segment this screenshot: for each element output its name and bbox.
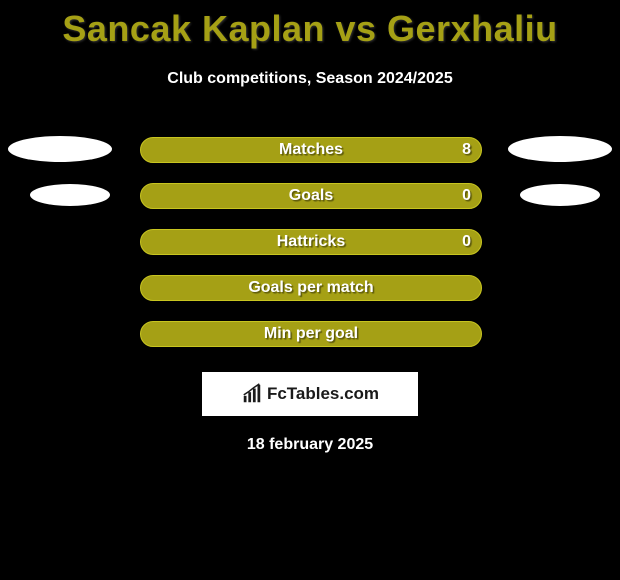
stat-label: Min per goal (141, 322, 481, 346)
stat-bar: Goals per match (140, 275, 482, 301)
stat-row-min-per-goal: Min per goal (0, 310, 620, 356)
stat-label: Hattricks (141, 230, 481, 254)
stat-label: Goals (141, 184, 481, 208)
player1-marker-icon (30, 184, 110, 206)
stats-area: Matches 8 Goals 0 Hattricks 0 Goals per … (0, 126, 620, 356)
stat-row-hattricks: Hattricks 0 (0, 218, 620, 264)
stat-value-right: 8 (462, 138, 471, 162)
bar-chart-icon (241, 383, 263, 405)
stat-row-goals: Goals 0 (0, 172, 620, 218)
stat-row-matches: Matches 8 (0, 126, 620, 172)
stat-value-right: 0 (462, 230, 471, 254)
footer-date: 18 february 2025 (0, 436, 620, 454)
stat-bar: Hattricks 0 (140, 229, 482, 255)
page-subtitle: Club competitions, Season 2024/2025 (0, 70, 620, 88)
stat-bar: Goals 0 (140, 183, 482, 209)
stat-bar: Matches 8 (140, 137, 482, 163)
stat-value-right: 0 (462, 184, 471, 208)
player1-marker-icon (8, 136, 112, 162)
player2-marker-icon (508, 136, 612, 162)
player2-marker-icon (520, 184, 600, 206)
page-root: Sancak Kaplan vs Gerxhaliu Club competit… (0, 0, 620, 580)
stat-label: Goals per match (141, 276, 481, 300)
page-title: Sancak Kaplan vs Gerxhaliu (0, 0, 620, 50)
stat-bar: Min per goal (140, 321, 482, 347)
brand-name: FcTables.com (267, 384, 379, 404)
stat-row-goals-per-match: Goals per match (0, 264, 620, 310)
stat-label: Matches (141, 138, 481, 162)
brand-badge[interactable]: FcTables.com (202, 372, 418, 416)
